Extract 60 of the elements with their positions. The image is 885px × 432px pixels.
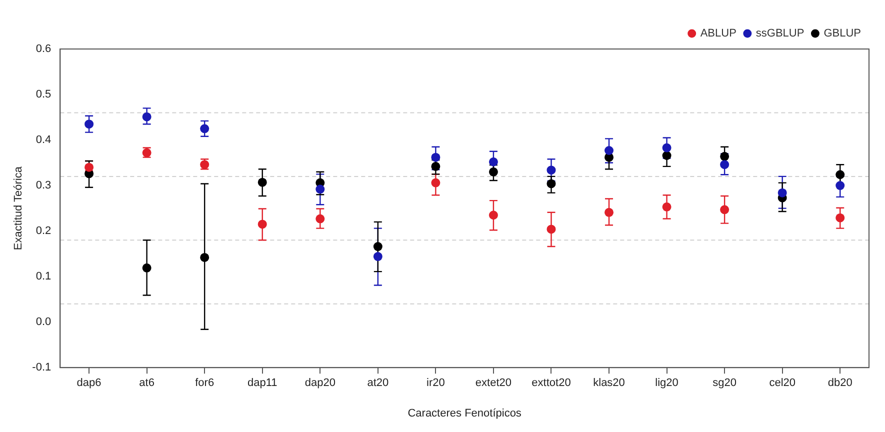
point — [546, 179, 556, 188]
point — [488, 210, 498, 220]
y-tick-label: 0.0 — [36, 316, 52, 328]
x-tick-label: lig20 — [655, 377, 678, 390]
point — [84, 120, 94, 129]
point — [373, 242, 382, 252]
point — [200, 124, 210, 134]
y-tick-label: 0.2 — [36, 225, 52, 238]
x-tick-label: db20 — [828, 377, 852, 390]
x-tick-label: dap6 — [76, 377, 102, 390]
y-tick-label: 0.6 — [36, 43, 52, 56]
point — [316, 214, 325, 224]
point — [836, 213, 845, 222]
y-tick-label: 0.3 — [36, 180, 52, 192]
point — [662, 151, 672, 160]
point — [546, 224, 556, 234]
point — [258, 220, 267, 229]
point — [142, 112, 152, 122]
x-tick-label: sg20 — [712, 377, 736, 390]
point — [836, 170, 845, 180]
x-tick-label: extet20 — [475, 377, 512, 390]
point — [373, 252, 382, 262]
point — [720, 160, 730, 170]
point — [84, 162, 94, 172]
x-tick-label: for6 — [195, 377, 214, 390]
legend-label: ABLUP — [700, 28, 736, 40]
y-tick-label: 0.4 — [36, 134, 52, 146]
y-axis-title: Exactitud Teórica — [12, 166, 25, 250]
y-tick-label: 0.5 — [36, 88, 52, 101]
point — [488, 167, 498, 176]
point — [720, 152, 730, 161]
point — [662, 143, 672, 152]
x-tick-label: exttot20 — [532, 377, 571, 390]
point — [258, 178, 267, 187]
x-tick-label: at20 — [367, 377, 389, 390]
point — [662, 202, 672, 212]
point — [431, 162, 440, 171]
legend-label: GBLUP — [824, 28, 862, 40]
y-tick-label: -0.1 — [32, 362, 52, 374]
point — [546, 166, 556, 175]
point — [778, 188, 787, 198]
point — [200, 252, 210, 262]
x-tick-label: klas20 — [593, 377, 625, 390]
point — [316, 184, 325, 194]
x-tick-label: ir20 — [426, 377, 445, 390]
x-axis-title: Caracteres Fenotípicos — [408, 407, 522, 420]
point — [604, 146, 614, 155]
x-tick-label: dap11 — [247, 377, 278, 390]
point — [431, 178, 440, 188]
x-tick-label: cel20 — [769, 377, 796, 390]
point — [431, 152, 440, 162]
x-tick-label: at6 — [139, 377, 154, 390]
y-tick-label: 0.1 — [36, 270, 52, 283]
point — [604, 208, 614, 217]
legend-label: ssGBLUP — [756, 28, 804, 40]
point — [142, 263, 152, 272]
point — [488, 157, 498, 166]
point — [720, 205, 730, 214]
point — [836, 181, 845, 190]
x-tick-label: dap20 — [304, 377, 336, 390]
